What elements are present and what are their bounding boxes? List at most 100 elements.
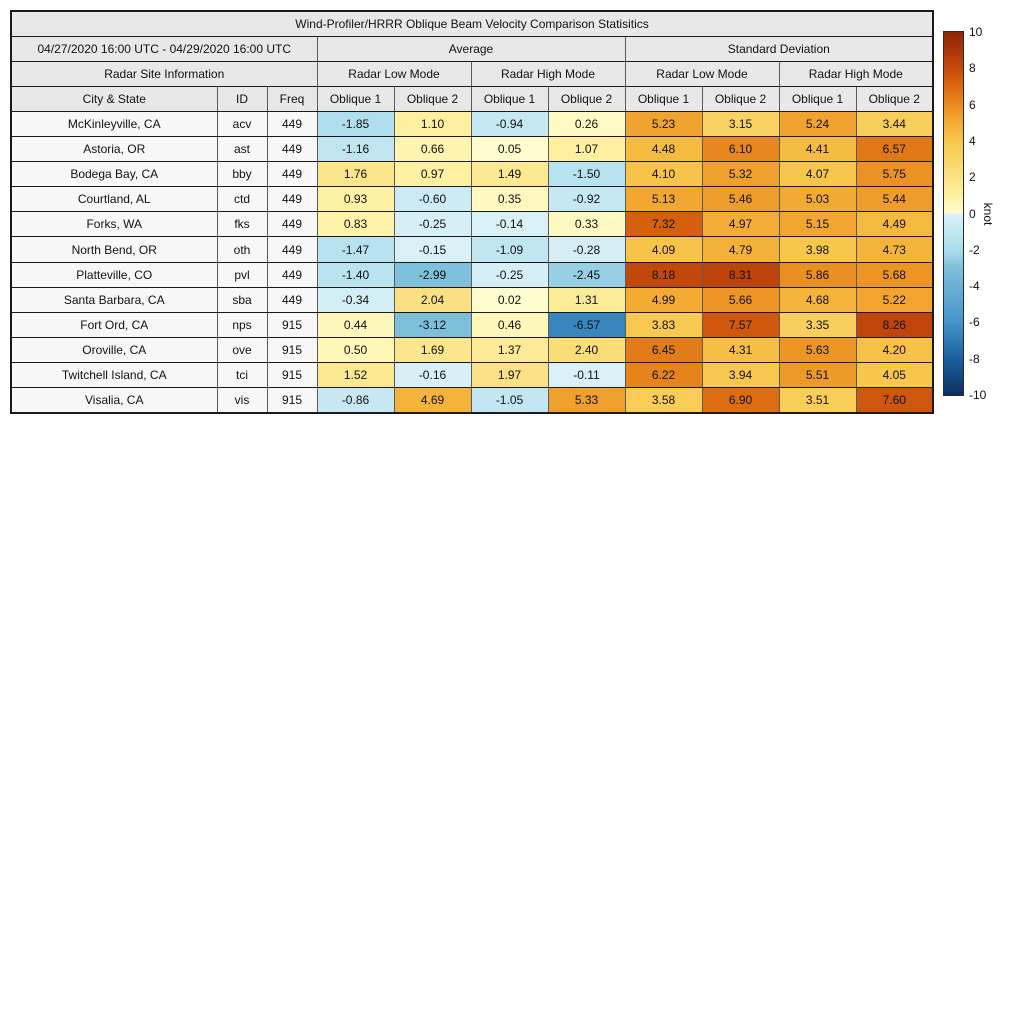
table-title: Wind-Profiler/HRRR Oblique Beam Velocity… bbox=[10, 10, 934, 37]
freq-cell: 449 bbox=[266, 286, 318, 313]
col-header-oblique1: Oblique 1 bbox=[778, 86, 857, 112]
freq-cell: 449 bbox=[266, 261, 318, 288]
value-cell: 7.32 bbox=[624, 211, 703, 238]
colorbar-tick-label: -2 bbox=[969, 242, 980, 257]
colorbar-tick-label: 8 bbox=[969, 61, 976, 76]
value-cell: -1.50 bbox=[547, 161, 626, 188]
col-header-oblique1: Oblique 1 bbox=[470, 86, 549, 112]
value-cell: 2.04 bbox=[393, 286, 472, 313]
value-cell: 5.66 bbox=[701, 286, 780, 313]
site-id-cell: pvl bbox=[216, 261, 268, 288]
value-cell: 8.31 bbox=[701, 261, 780, 288]
site-id-cell: tci bbox=[216, 361, 268, 389]
value-cell: 5.68 bbox=[855, 261, 934, 288]
value-cell: -0.14 bbox=[470, 211, 549, 238]
value-cell: -0.86 bbox=[316, 387, 395, 414]
value-cell: 7.57 bbox=[701, 311, 780, 338]
value-cell: 3.83 bbox=[624, 311, 703, 338]
col-header-freq: Freq bbox=[266, 86, 318, 112]
figure-canvas: Wind-Profiler/HRRR Oblique Beam Velocity… bbox=[10, 10, 935, 415]
freq-cell: 915 bbox=[266, 311, 318, 338]
value-cell: 3.35 bbox=[778, 311, 857, 338]
value-cell: 1.31 bbox=[547, 286, 626, 313]
col-header-oblique1: Oblique 1 bbox=[316, 86, 395, 112]
value-cell: 2.40 bbox=[547, 336, 626, 363]
value-cell: 5.32 bbox=[701, 161, 780, 188]
value-cell: -0.28 bbox=[547, 236, 626, 263]
value-cell: 0.26 bbox=[547, 110, 626, 138]
freq-cell: 915 bbox=[266, 387, 318, 414]
freq-cell: 449 bbox=[266, 161, 318, 188]
col-header-city-state: City & State bbox=[10, 86, 218, 112]
value-cell: 4.41 bbox=[778, 136, 857, 163]
value-cell: -0.92 bbox=[547, 186, 626, 213]
value-cell: 5.75 bbox=[855, 161, 934, 188]
value-cell: 1.69 bbox=[393, 336, 472, 363]
value-cell: 5.24 bbox=[778, 110, 857, 138]
value-cell: 3.98 bbox=[778, 236, 857, 263]
freq-cell: 449 bbox=[266, 186, 318, 213]
col-header-id: ID bbox=[216, 86, 268, 112]
value-cell: -0.94 bbox=[470, 110, 549, 138]
colorbar-tick-label: -6 bbox=[969, 315, 980, 330]
site-id-cell: bby bbox=[216, 161, 268, 188]
value-cell: 4.99 bbox=[624, 286, 703, 313]
city-state-cell: Fort Ord, CA bbox=[10, 311, 218, 338]
value-cell: -2.99 bbox=[393, 261, 472, 288]
value-cell: 1.10 bbox=[393, 110, 472, 138]
site-id-cell: ast bbox=[216, 136, 268, 163]
value-cell: 6.22 bbox=[624, 361, 703, 389]
city-state-cell: Courtland, AL bbox=[10, 186, 218, 213]
value-cell: 6.45 bbox=[624, 336, 703, 363]
city-state-cell: Santa Barbara, CA bbox=[10, 286, 218, 313]
value-cell: 3.44 bbox=[855, 110, 934, 138]
group-header-average: Average bbox=[316, 36, 626, 62]
value-cell: 3.15 bbox=[701, 110, 780, 138]
value-cell: 5.46 bbox=[701, 186, 780, 213]
site-id-cell: sba bbox=[216, 286, 268, 313]
site-id-cell: fks bbox=[216, 211, 268, 238]
value-cell: 0.46 bbox=[470, 311, 549, 338]
group-header-row: 04/27/2020 16:00 UTC - 04/29/2020 16:00 … bbox=[10, 36, 934, 62]
site-id-cell: vis bbox=[216, 387, 268, 414]
table-row: North Bend, OR oth 449 -1.47 -0.15 -1.09 -0.28… bbox=[10, 236, 934, 263]
colorbar-tick-label: 10 bbox=[969, 25, 983, 39]
city-state-cell: North Bend, OR bbox=[10, 236, 218, 263]
value-cell: 6.10 bbox=[701, 136, 780, 163]
table-row: Platteville, CO pvl 449 -1.40 -2.99 -0.25 -2.4… bbox=[10, 261, 934, 288]
value-cell: 0.66 bbox=[393, 136, 472, 163]
site-id-cell: ove bbox=[216, 336, 268, 363]
value-cell: 5.86 bbox=[778, 261, 857, 288]
value-cell: -0.34 bbox=[316, 286, 395, 313]
value-cell: 6.57 bbox=[855, 136, 934, 163]
value-cell: 5.15 bbox=[778, 211, 857, 238]
value-cell: 8.26 bbox=[855, 311, 934, 338]
table-row: Bodega Bay, CA bby 449 1.76 0.97 1.49 -1.50 4.1… bbox=[10, 161, 934, 188]
value-cell: 4.73 bbox=[855, 236, 934, 263]
value-cell: 8.18 bbox=[624, 261, 703, 288]
colorbar-gradient bbox=[943, 31, 964, 396]
colorbar-tick-label: -8 bbox=[969, 351, 980, 366]
mode-header-std-high: Radar High Mode bbox=[778, 61, 934, 87]
column-header-row: City & State ID Freq Oblique 1 Oblique 2… bbox=[10, 86, 934, 112]
freq-cell: 449 bbox=[266, 136, 318, 163]
site-id-cell: acv bbox=[216, 110, 268, 138]
site-id-cell: oth bbox=[216, 236, 268, 263]
group-header-std-dev: Standard Deviation bbox=[624, 36, 934, 62]
colorbar-tick-label: 6 bbox=[969, 97, 976, 112]
value-cell: 0.83 bbox=[316, 211, 395, 238]
value-cell: -0.11 bbox=[547, 361, 626, 389]
colorbar-tick-label: 2 bbox=[969, 170, 976, 185]
city-state-cell: Visalia, CA bbox=[10, 387, 218, 414]
value-cell: 4.07 bbox=[778, 161, 857, 188]
table-row: Fort Ord, CA nps 915 0.44 -3.12 0.46 -6.57 3.83… bbox=[10, 311, 934, 338]
value-cell: -0.25 bbox=[393, 211, 472, 238]
freq-cell: 449 bbox=[266, 211, 318, 238]
colorbar-tick-label: -10 bbox=[969, 388, 987, 402]
value-cell: 1.07 bbox=[547, 136, 626, 163]
value-cell: 7.60 bbox=[855, 387, 934, 414]
value-cell: 5.23 bbox=[624, 110, 703, 138]
value-cell: 4.97 bbox=[701, 211, 780, 238]
value-cell: 4.49 bbox=[855, 211, 934, 238]
col-header-oblique2: Oblique 2 bbox=[855, 86, 934, 112]
